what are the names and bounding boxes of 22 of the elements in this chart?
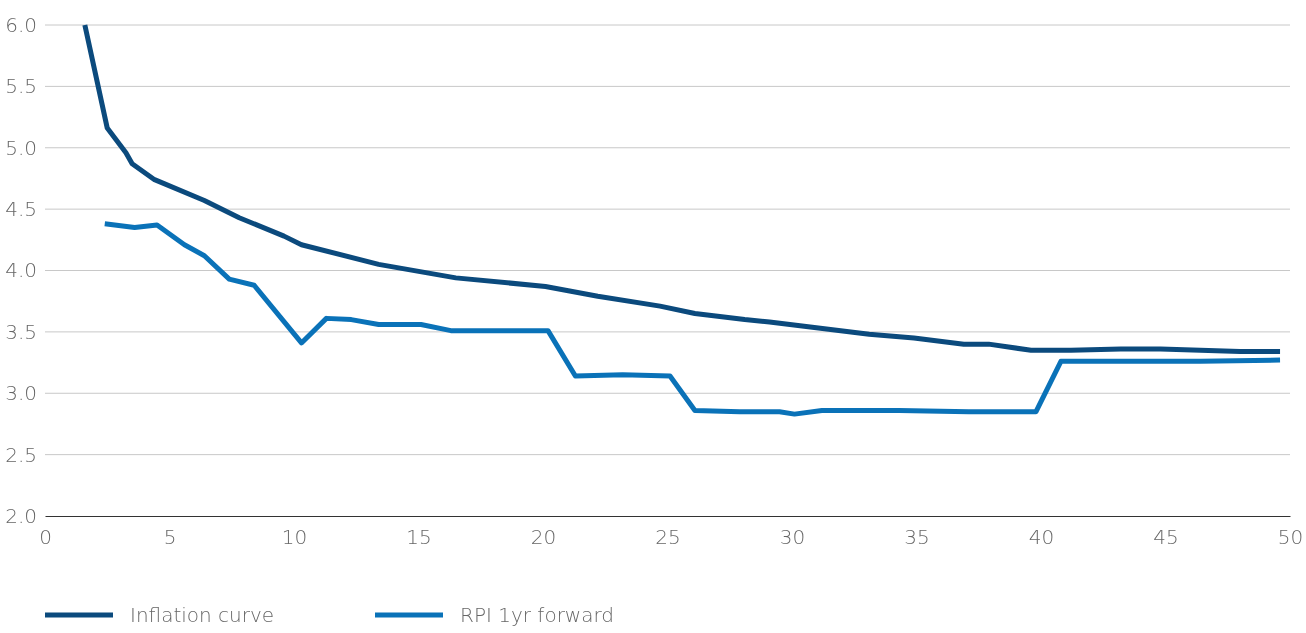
x-tick-label: 50 [1277, 525, 1304, 550]
x-tick-label: 0 [39, 525, 52, 550]
x-tick-label: 5 [163, 525, 177, 550]
y-tick-label: 2.5 [5, 442, 37, 467]
y-tick-label: 6.0 [5, 12, 37, 37]
y-tick-label: 2.0 [5, 503, 37, 528]
legend-label: Inflation curve [130, 603, 275, 627]
legend-label: RPI 1yr forward [460, 603, 615, 627]
y-tick-label: 4.5 [5, 197, 37, 222]
x-tick-label: 30 [779, 525, 806, 550]
x-tick-label: 20 [530, 525, 557, 550]
x-tick-label: 10 [281, 525, 308, 550]
y-tick-label: 3.0 [5, 381, 37, 406]
x-tick-label: 45 [1153, 525, 1179, 550]
y-tick-label: 5.0 [5, 135, 37, 160]
x-tick-label: 25 [655, 525, 681, 550]
x-tick-label: 40 [1028, 525, 1055, 550]
x-tick-label: 35 [904, 525, 930, 550]
y-tick-label: 4.0 [5, 258, 37, 283]
y-tick-label: 3.5 [5, 319, 37, 344]
x-tick-label: 15 [406, 525, 432, 550]
y-tick-label: 5.5 [5, 74, 37, 99]
